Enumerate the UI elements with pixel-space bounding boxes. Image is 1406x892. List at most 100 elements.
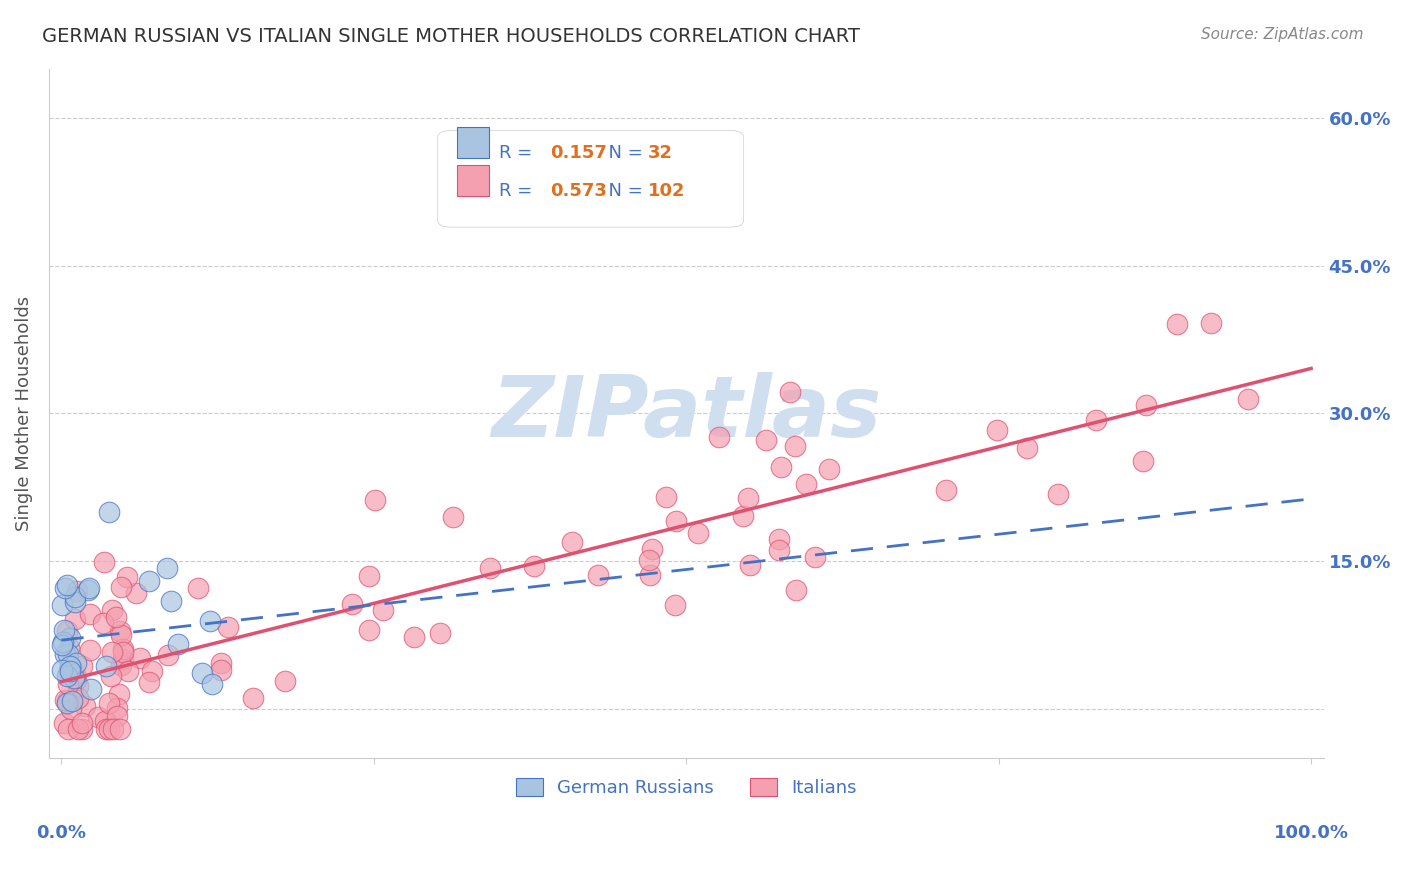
Point xyxy=(738,558,761,572)
Point xyxy=(242,691,264,706)
Point xyxy=(794,476,817,491)
Point xyxy=(209,656,232,670)
Text: 100.0%: 100.0% xyxy=(1274,823,1348,841)
Point xyxy=(77,582,100,597)
Point xyxy=(63,612,86,626)
Point xyxy=(128,651,150,665)
Text: N =: N = xyxy=(598,145,648,162)
Point xyxy=(986,423,1008,437)
Point xyxy=(160,594,183,608)
Point xyxy=(688,525,710,540)
Point xyxy=(156,561,179,575)
Point xyxy=(157,648,180,662)
Point xyxy=(101,722,124,736)
Point xyxy=(166,637,188,651)
Point xyxy=(115,570,138,584)
Point xyxy=(191,665,214,680)
Point xyxy=(274,674,297,689)
Point xyxy=(77,581,100,595)
Point xyxy=(364,492,387,507)
Point xyxy=(66,679,89,693)
Point xyxy=(935,483,957,497)
Point xyxy=(770,460,793,475)
Point xyxy=(141,665,163,679)
Point xyxy=(665,514,688,528)
Point xyxy=(55,669,77,683)
Text: 0.0%: 0.0% xyxy=(37,823,86,841)
Point xyxy=(340,597,363,611)
Point xyxy=(58,632,80,646)
Point xyxy=(733,509,755,524)
Point xyxy=(371,603,394,617)
Point xyxy=(1015,442,1038,456)
Point xyxy=(209,663,232,677)
Point xyxy=(59,659,82,673)
Point xyxy=(60,664,83,678)
FancyBboxPatch shape xyxy=(457,128,489,158)
Point xyxy=(198,614,221,628)
Text: 32: 32 xyxy=(648,145,673,162)
Point xyxy=(1199,317,1222,331)
Point xyxy=(664,598,686,612)
Point xyxy=(67,722,90,736)
Point xyxy=(53,693,76,707)
Point xyxy=(51,638,73,652)
Point xyxy=(1166,317,1188,331)
Point xyxy=(58,664,80,678)
Point xyxy=(58,647,80,661)
Point xyxy=(79,643,101,657)
Point xyxy=(52,624,75,638)
Point xyxy=(86,710,108,724)
Point xyxy=(91,615,114,630)
Point xyxy=(709,430,731,444)
Point xyxy=(63,590,86,604)
Point xyxy=(63,667,86,681)
Point xyxy=(94,722,117,736)
Point xyxy=(97,697,120,711)
Text: GERMAN RUSSIAN VS ITALIAN SINGLE MOTHER HOUSEHOLDS CORRELATION CHART: GERMAN RUSSIAN VS ITALIAN SINGLE MOTHER … xyxy=(42,27,860,45)
Point xyxy=(429,626,451,640)
Point xyxy=(58,640,80,655)
Point xyxy=(768,543,790,558)
Point xyxy=(1132,454,1154,468)
Point xyxy=(803,550,825,565)
Point xyxy=(73,698,96,713)
Point xyxy=(59,702,82,716)
Text: R =: R = xyxy=(499,145,538,162)
Point xyxy=(53,581,76,595)
Point xyxy=(638,553,661,567)
Point xyxy=(52,635,75,649)
Point xyxy=(72,715,94,730)
Point xyxy=(97,505,120,519)
Point xyxy=(357,569,380,583)
Point xyxy=(65,673,87,688)
Point xyxy=(70,658,93,673)
Point xyxy=(187,581,209,595)
Point xyxy=(785,583,807,598)
Point xyxy=(138,675,160,690)
Point xyxy=(523,558,546,573)
Point xyxy=(105,701,128,715)
Point xyxy=(65,657,87,671)
Point xyxy=(201,677,224,691)
Point xyxy=(100,645,122,659)
Point xyxy=(1085,413,1108,427)
Point xyxy=(404,631,426,645)
Text: Source: ZipAtlas.com: Source: ZipAtlas.com xyxy=(1201,27,1364,42)
Point xyxy=(112,645,135,659)
Point xyxy=(110,581,132,595)
Point xyxy=(56,577,79,591)
FancyBboxPatch shape xyxy=(457,165,489,196)
Point xyxy=(108,687,131,701)
Point xyxy=(59,664,82,678)
Point xyxy=(110,628,132,642)
Point xyxy=(641,541,664,556)
Point xyxy=(737,491,759,505)
Point xyxy=(56,624,79,638)
Point xyxy=(561,535,583,549)
Point xyxy=(779,384,801,399)
Point xyxy=(110,658,132,673)
Point xyxy=(588,567,610,582)
Point xyxy=(105,709,128,723)
FancyBboxPatch shape xyxy=(437,130,744,227)
